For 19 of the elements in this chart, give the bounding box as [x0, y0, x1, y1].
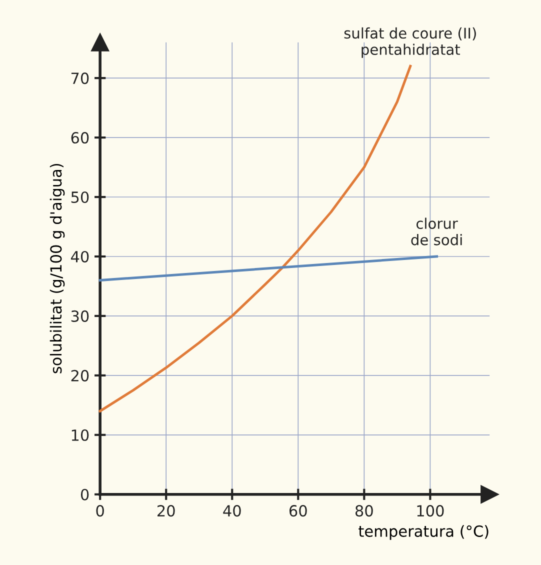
- y-tick-label: 50: [71, 191, 89, 204]
- line-series: [98, 64, 412, 412]
- y-tick-label: 0: [80, 488, 89, 500]
- y-tick-label: 40: [70, 250, 89, 262]
- y-tick-label: 20: [71, 370, 89, 382]
- x-tick-label: 100: [417, 505, 444, 517]
- x-tick-label: 80: [355, 505, 373, 517]
- y-tick-label: 30: [71, 310, 89, 322]
- y-tick-label: 70: [71, 72, 89, 84]
- x-tick-label: 40: [223, 505, 241, 517]
- x-tick-label: 20: [158, 505, 175, 517]
- x-axis-title: temperatura (°C): [358, 525, 488, 540]
- x-tick-label: 60: [289, 505, 307, 517]
- series-label: sulfat de coure (II) pentahidratat: [344, 27, 476, 58]
- y-tick-label: 10: [72, 429, 89, 441]
- series-label: clorur de sodi: [411, 218, 462, 246]
- x-tick-label: 0: [96, 505, 104, 517]
- y-axis-title: solubilitat (g/100 g d'aigua): [50, 164, 65, 374]
- y-tick-label: 60: [71, 132, 89, 144]
